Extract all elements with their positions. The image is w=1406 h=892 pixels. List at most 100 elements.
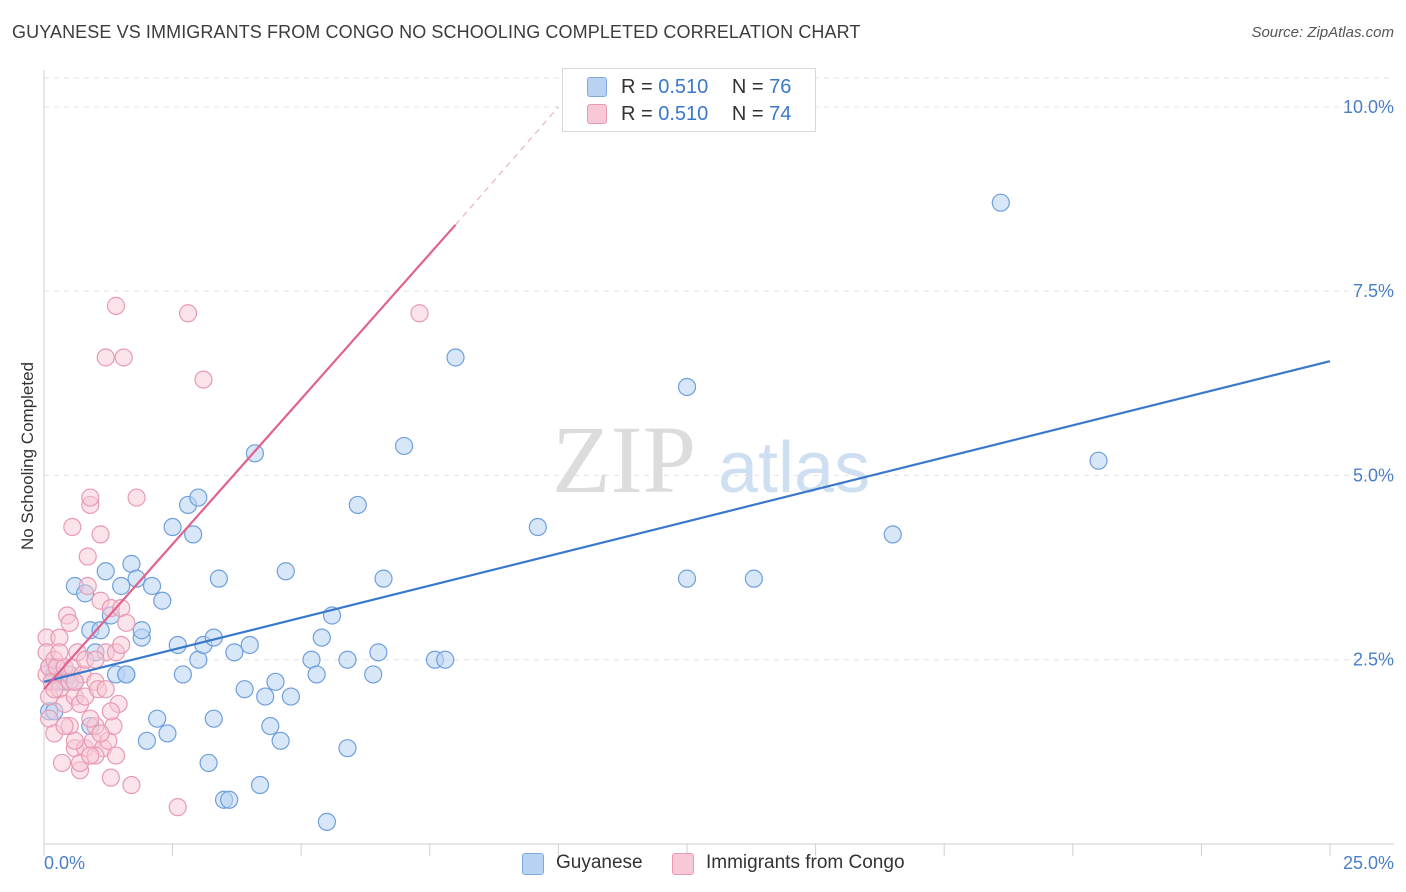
data-point-congo bbox=[55, 716, 74, 736]
data-point-guyanese bbox=[677, 377, 697, 397]
data-point-guyanese bbox=[117, 665, 136, 684]
series-congo-points bbox=[37, 296, 429, 817]
data-point-guyanese bbox=[220, 790, 239, 809]
y-tick-label: 7.5% bbox=[1353, 281, 1394, 301]
bottom-legend-guyanese: Guyanese bbox=[522, 852, 643, 875]
data-point-guyanese bbox=[266, 672, 285, 691]
data-point-guyanese bbox=[96, 562, 115, 581]
bottom-legend-label: Immigrants from Congo bbox=[706, 852, 905, 873]
data-point-congo bbox=[50, 643, 69, 662]
data-point-congo bbox=[178, 304, 198, 323]
legend-n-value: 74 bbox=[769, 103, 792, 125]
data-point-guyanese bbox=[338, 650, 357, 669]
y-tick-label: 10.0% bbox=[1343, 97, 1394, 117]
data-point-congo bbox=[96, 348, 115, 367]
x-tick-label: 0.0% bbox=[44, 853, 85, 873]
data-point-guyanese bbox=[235, 680, 254, 699]
data-point-guyanese bbox=[204, 709, 223, 728]
data-point-congo bbox=[194, 370, 213, 389]
data-point-guyanese bbox=[112, 576, 131, 596]
y-tick-label: 2.5% bbox=[1353, 650, 1394, 670]
data-point-congo bbox=[52, 753, 72, 773]
data-point-congo bbox=[45, 680, 64, 699]
y-tick-labels: 2.5% 5.0% 7.5% 10.0% bbox=[1343, 97, 1394, 670]
data-point-guyanese bbox=[153, 591, 172, 610]
legend-r-label: R = bbox=[621, 76, 659, 98]
x-tick-labels: 0.0% 25.0% bbox=[44, 853, 1394, 873]
data-point-congo bbox=[117, 613, 136, 632]
data-point-congo bbox=[81, 709, 100, 728]
bottom-legend-congo: Immigrants from Congo bbox=[672, 852, 905, 875]
data-point-congo bbox=[81, 746, 100, 765]
data-point-congo bbox=[101, 702, 120, 721]
data-point-congo bbox=[410, 304, 429, 323]
grid-lines bbox=[44, 77, 1394, 661]
watermark: ZIP atlas bbox=[552, 406, 870, 513]
legend-r-value: 0.510 bbox=[658, 103, 709, 125]
data-point-guyanese bbox=[158, 724, 177, 743]
data-point-guyanese bbox=[446, 348, 465, 367]
chart-title: GUYANESE VS IMMIGRANTS FROM CONGO NO SCH… bbox=[12, 22, 861, 42]
legend-n-label: N = bbox=[731, 103, 770, 125]
data-point-guyanese bbox=[338, 739, 357, 758]
data-point-guyanese bbox=[374, 569, 393, 588]
legend-swatch-blue bbox=[587, 77, 607, 97]
data-point-guyanese bbox=[148, 709, 167, 728]
data-point-congo bbox=[60, 613, 79, 632]
data-point-congo bbox=[168, 798, 187, 817]
data-point-congo bbox=[65, 731, 84, 750]
data-point-congo bbox=[114, 348, 133, 367]
data-point-guyanese bbox=[184, 525, 203, 544]
legend-swatch-pink bbox=[587, 104, 607, 124]
data-point-guyanese bbox=[240, 635, 259, 655]
data-point-guyanese bbox=[225, 643, 244, 662]
data-point-guyanese bbox=[132, 621, 151, 640]
data-point-congo bbox=[112, 635, 131, 655]
data-point-guyanese bbox=[369, 643, 388, 662]
source-label: Source: ZipAtlas.com bbox=[1251, 24, 1394, 41]
data-point-guyanese bbox=[142, 576, 162, 596]
data-point-guyanese bbox=[307, 665, 326, 684]
data-point-congo bbox=[91, 525, 110, 544]
data-point-congo bbox=[86, 650, 105, 669]
trend-line-congo bbox=[43, 224, 457, 690]
data-point-congo bbox=[106, 296, 126, 315]
data-point-guyanese bbox=[883, 525, 902, 544]
legend-r-value: 0.510 bbox=[658, 76, 709, 98]
data-point-congo bbox=[91, 724, 110, 743]
data-point-congo bbox=[81, 488, 100, 507]
watermark-atlas: atlas bbox=[718, 428, 870, 508]
data-point-guyanese bbox=[189, 488, 208, 507]
data-point-guyanese bbox=[348, 495, 367, 515]
legend-n-value: 76 bbox=[769, 76, 792, 98]
trend-line-congo-extension bbox=[455, 106, 559, 226]
data-point-guyanese bbox=[744, 569, 763, 588]
data-point-congo bbox=[127, 488, 146, 507]
data-point-congo bbox=[122, 775, 141, 795]
data-point-congo bbox=[96, 680, 115, 699]
trend-lines bbox=[43, 106, 1331, 690]
data-point-congo bbox=[78, 576, 97, 596]
bottom-swatch-blue bbox=[522, 853, 544, 875]
data-point-guyanese bbox=[528, 517, 547, 537]
data-point-guyanese bbox=[137, 731, 156, 750]
data-point-guyanese bbox=[91, 621, 110, 640]
correlation-legend: R = 0.510 N = 76 R = 0.510 N = 74 bbox=[562, 68, 816, 132]
legend-n-label: N = bbox=[731, 76, 770, 98]
x-tick-label: 25.0% bbox=[1343, 853, 1394, 873]
trend-line-guyanese bbox=[43, 360, 1331, 683]
data-point-guyanese bbox=[281, 687, 301, 706]
data-point-guyanese bbox=[364, 665, 383, 684]
data-point-guyanese bbox=[163, 517, 182, 537]
data-point-guyanese bbox=[173, 665, 192, 684]
data-point-guyanese bbox=[127, 569, 146, 588]
data-point-guyanese bbox=[256, 687, 275, 706]
data-point-guyanese bbox=[317, 812, 337, 831]
data-point-guyanese bbox=[276, 562, 295, 581]
data-point-guyanese bbox=[436, 650, 455, 669]
data-point-guyanese bbox=[250, 775, 270, 795]
data-point-guyanese bbox=[199, 753, 218, 773]
data-point-guyanese bbox=[312, 628, 331, 647]
legend-row-congo: R = 0.510 N = 74 bbox=[587, 103, 792, 126]
data-point-guyanese bbox=[394, 436, 414, 456]
